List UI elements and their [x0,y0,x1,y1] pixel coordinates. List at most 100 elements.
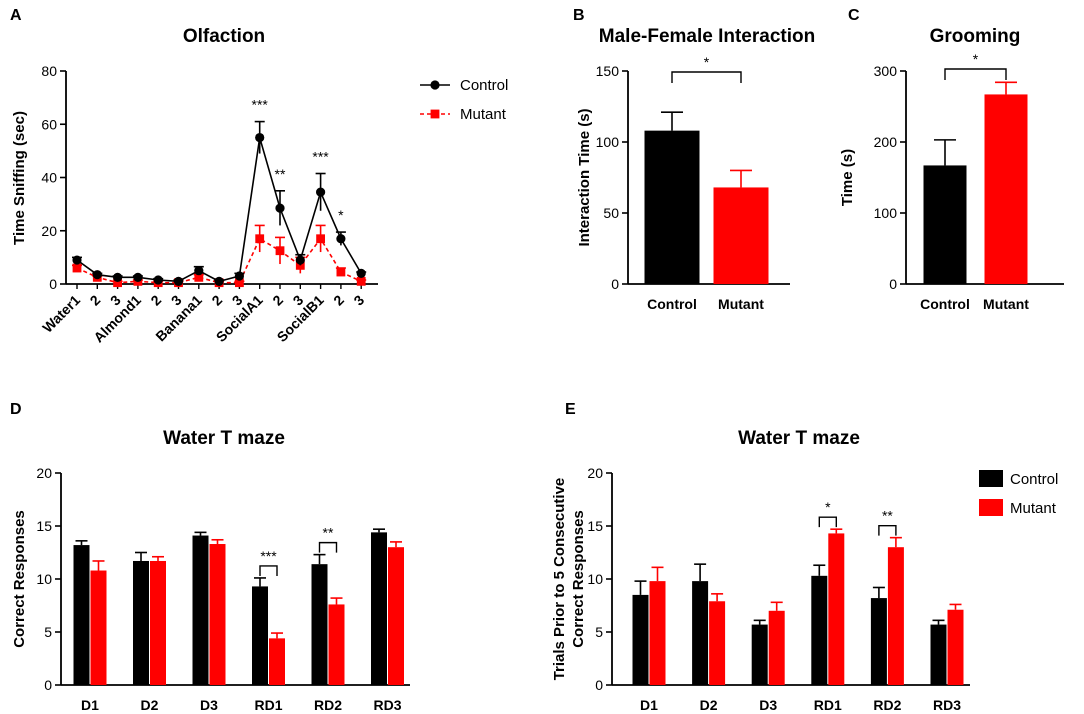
x-category-label: RD3 [933,697,961,713]
control-point [336,234,346,244]
y-tick-label: 20 [41,223,57,239]
control-bar [644,130,700,284]
significance-marker: *** [252,97,269,113]
mutant-series-line [76,237,362,284]
mutant-point [316,234,325,244]
y-tick-label: 100 [596,134,620,150]
y-axis-label: Correct Responses [570,510,587,648]
y-tick-label: 100 [874,205,898,221]
control-point [133,272,143,282]
y-axis-label: Interaction Time (s) [576,108,593,246]
x-category-label: D3 [200,697,218,713]
mutant-point [255,234,265,244]
mutant-bar [828,533,845,685]
y-tick-label: 40 [41,170,57,186]
mutant-point [336,267,346,277]
control-point [255,132,265,143]
y-tick-label: 0 [595,677,603,693]
mutant-bar [90,570,107,685]
x-tick-label: 2 [147,292,164,309]
significance-marker: *** [312,149,329,165]
mutant-bar [947,609,964,685]
x-tick-label: 3 [350,292,367,309]
x-category-label: D2 [141,697,159,713]
panel-letter: A [10,7,22,24]
significance-marker: *** [260,548,277,564]
y-axis-label: Trials Prior to 5 Consecutive [551,478,568,681]
control-point [92,270,102,280]
control-bar [811,575,828,685]
significance-bracket [878,524,897,536]
x-tick-label: 2 [87,292,104,309]
mutant-point [275,246,285,256]
y-tick-label: 0 [44,677,52,693]
legend-control-label: Control [1010,471,1058,488]
control-bar [311,564,328,685]
significance-marker: * [973,51,979,67]
control-point [113,272,123,282]
x-category-label: RD1 [254,697,282,713]
control-bar [923,165,967,284]
significance-bracket [318,541,338,553]
y-tick-label: 10 [36,571,52,587]
mutant-bar [150,560,166,685]
y-tick-label: 5 [595,624,603,640]
mutant-point [194,272,204,282]
x-category-label: Control [647,296,697,312]
panel-b-chart: Male-Female Interaction B 0 50 100 150 Interac… [573,7,815,312]
panel-c-chart: Grooming C 0 100 200 300 Time (s) Control Mutant… [839,7,1064,312]
significance-marker: ** [882,508,893,524]
y-tick-label: 15 [587,518,603,534]
significance-marker: * [704,54,710,70]
y-tick-label: 60 [41,116,57,132]
x-category-label: Mutant [718,296,764,312]
chart-title: Water T maze [738,428,860,449]
mutant-point [113,278,122,288]
x-tick-label: 2 [208,292,225,309]
y-axis-label: Time Sniffing (sec) [11,111,28,245]
y-tick-label: 5 [44,624,52,640]
mutant-bar [887,547,904,685]
y-tick-label: 15 [36,518,52,534]
mutant-bar [768,610,785,685]
control-point [316,187,326,197]
x-category-label: RD3 [373,697,401,713]
legend-mutant-swatch [979,499,1003,516]
panel-letter: E [565,401,576,418]
y-tick-label: 0 [611,276,619,292]
x-tick-label: Water1 [39,292,83,336]
significance-bracket [944,68,1007,80]
legend-mutant-marker [430,109,440,119]
y-tick-label: 300 [874,63,898,79]
mutant-bar [388,547,404,685]
x-category-label: RD1 [814,697,842,713]
significance-marker: * [338,207,344,223]
mutant-bar [328,604,345,685]
significance-bracket [818,516,837,528]
x-category-label: D3 [759,697,777,713]
control-bar [192,535,209,685]
significance-bracket [671,71,742,83]
control-bar [252,586,268,685]
x-category-label: RD2 [873,697,901,713]
mutant-point [235,278,244,288]
legend-mutant-label: Mutant [460,106,507,123]
y-axis-label: Correct Responses [11,510,28,648]
x-tick-label: 2 [330,292,347,309]
x-tick-label: 2 [269,292,286,309]
legend-control-label: Control [460,77,508,94]
mutant-bar [713,187,769,284]
control-point [214,276,224,286]
x-category-label: D2 [700,697,718,713]
panel-e-chart: Water T maze E 0 5 10 15 20 Trials Prior to 5 C… [551,401,1058,713]
control-point [173,276,184,286]
y-axis-label: Time (s) [839,149,856,206]
significance-marker: * [825,499,831,515]
panel-letter: C [848,7,860,24]
x-category-label: Mutant [983,296,1029,312]
significance-marker: ** [275,166,286,182]
control-bar [133,560,149,685]
legend-control-swatch [979,470,1003,487]
panel-letter: B [573,7,585,24]
mutant-point [356,276,366,286]
